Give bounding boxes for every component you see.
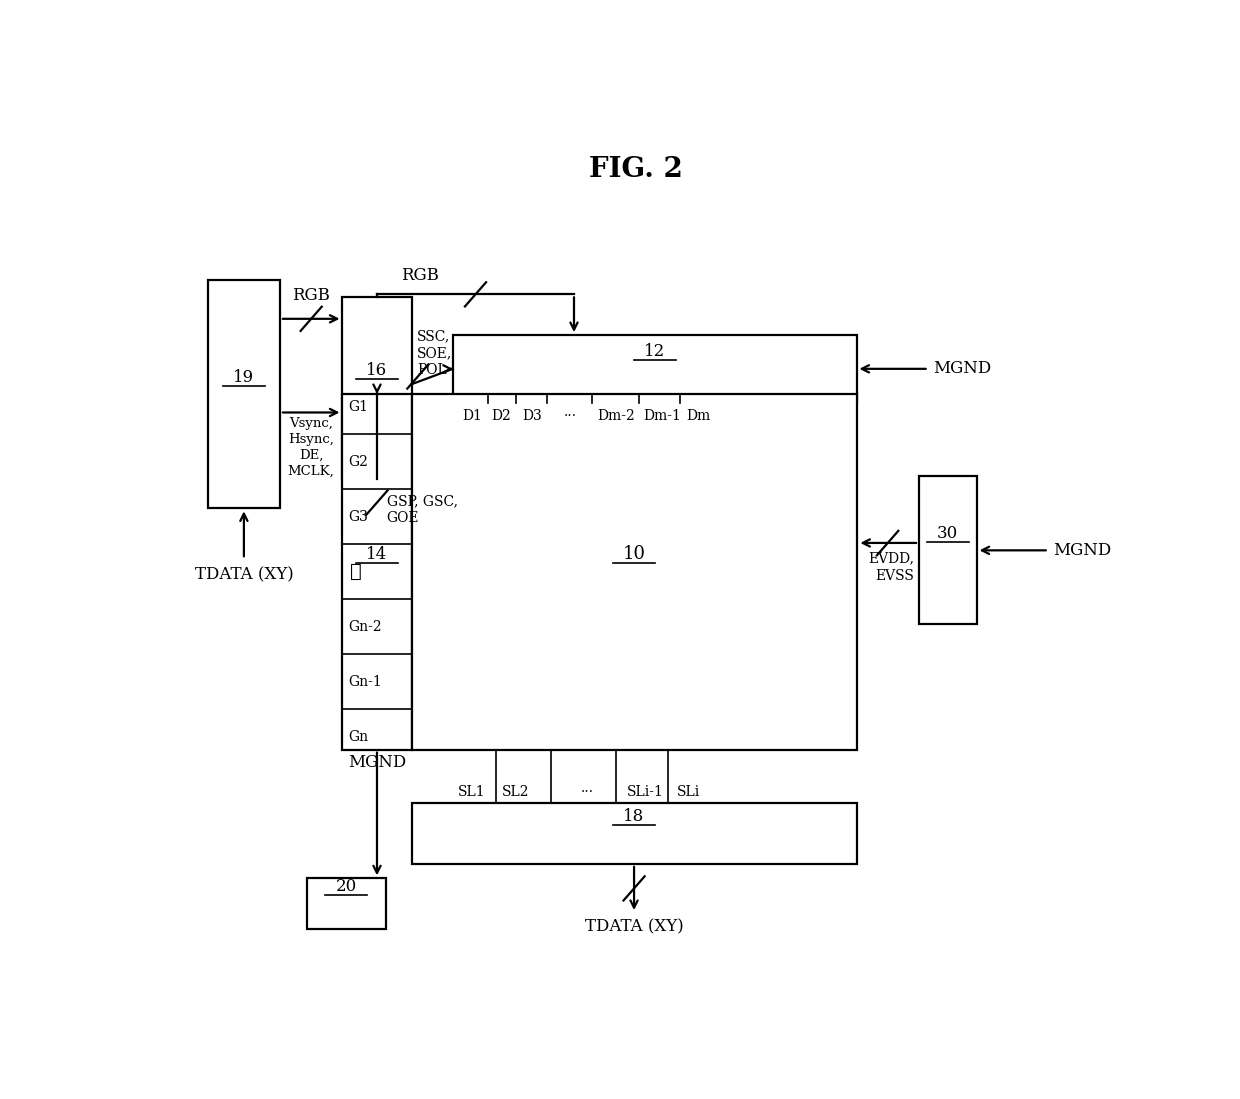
Text: TDATA (XY): TDATA (XY) bbox=[585, 919, 683, 936]
Text: 12: 12 bbox=[644, 343, 666, 360]
Bar bbox=[453, 335, 857, 402]
Text: 18: 18 bbox=[624, 808, 645, 825]
Text: ⋯: ⋯ bbox=[350, 563, 362, 581]
Text: G3: G3 bbox=[348, 510, 368, 524]
Bar bbox=[306, 878, 386, 929]
Bar bbox=[342, 297, 412, 479]
Text: MGND: MGND bbox=[348, 754, 407, 770]
Text: 10: 10 bbox=[622, 545, 646, 564]
Text: SSC,
SOE,
POL: SSC, SOE, POL bbox=[418, 329, 453, 377]
Text: 19: 19 bbox=[233, 369, 254, 386]
Text: ···: ··· bbox=[580, 785, 594, 799]
Text: Dm-1: Dm-1 bbox=[644, 410, 681, 423]
Text: G2: G2 bbox=[348, 455, 368, 469]
Text: 20: 20 bbox=[336, 878, 357, 896]
Text: Dm-2: Dm-2 bbox=[598, 410, 635, 423]
Text: G1: G1 bbox=[348, 400, 368, 414]
Text: D3: D3 bbox=[522, 410, 542, 423]
Text: 14: 14 bbox=[366, 546, 388, 564]
Text: D1: D1 bbox=[463, 410, 482, 423]
Bar bbox=[412, 803, 857, 864]
Text: SL2: SL2 bbox=[502, 785, 529, 799]
Text: MGND: MGND bbox=[1054, 542, 1112, 558]
Bar bbox=[919, 476, 977, 624]
Text: Vsync,
Hsync,
DE,
MCLK,: Vsync, Hsync, DE, MCLK, bbox=[288, 417, 335, 478]
Text: Gn-1: Gn-1 bbox=[348, 675, 382, 689]
Text: EVDD,
EVSS: EVDD, EVSS bbox=[868, 552, 914, 582]
Bar bbox=[412, 395, 857, 750]
Text: 30: 30 bbox=[937, 525, 959, 542]
Bar bbox=[208, 280, 280, 509]
Text: ···: ··· bbox=[564, 410, 577, 423]
Text: GSP, GSC,
GOE: GSP, GSC, GOE bbox=[387, 495, 458, 525]
Bar bbox=[342, 395, 412, 750]
Text: Gn: Gn bbox=[348, 730, 368, 744]
Text: Dm: Dm bbox=[686, 410, 711, 423]
Text: Gn-2: Gn-2 bbox=[348, 620, 382, 634]
Text: D2: D2 bbox=[491, 410, 511, 423]
Text: SLi-1: SLi-1 bbox=[626, 785, 663, 799]
Text: SLi: SLi bbox=[677, 785, 699, 799]
Text: RGB: RGB bbox=[401, 267, 439, 285]
Text: SL1: SL1 bbox=[459, 785, 486, 799]
Text: 16: 16 bbox=[367, 363, 388, 379]
Text: FIG. 2: FIG. 2 bbox=[589, 156, 682, 184]
Text: MGND: MGND bbox=[934, 360, 992, 377]
Text: TDATA (XY): TDATA (XY) bbox=[195, 566, 294, 582]
Text: RGB: RGB bbox=[293, 287, 330, 303]
